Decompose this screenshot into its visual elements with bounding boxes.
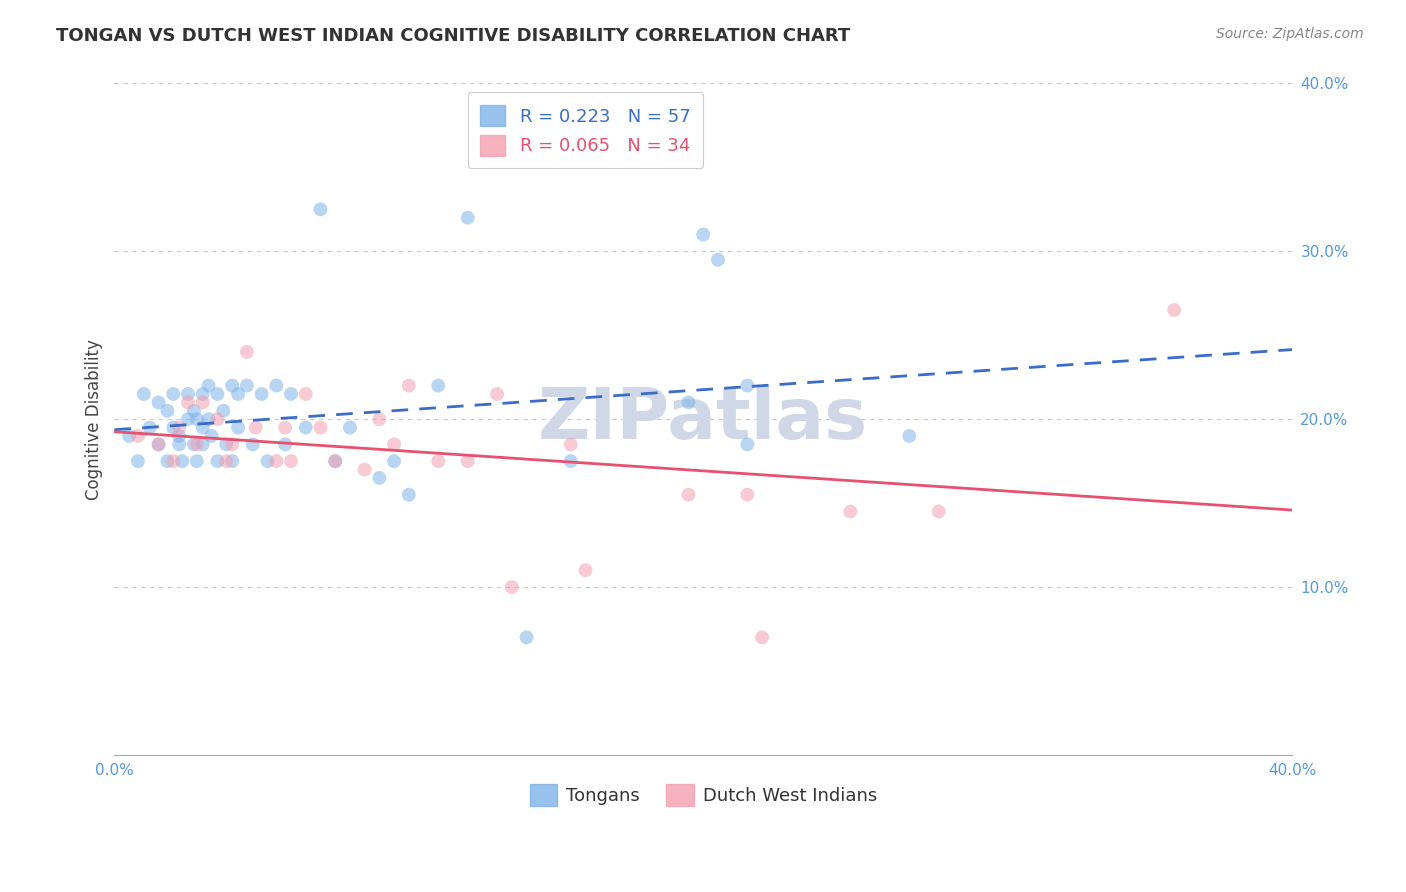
Point — [207, 387, 229, 401]
Point — [118, 429, 141, 443]
Point — [560, 437, 582, 451]
Point — [266, 454, 288, 468]
Point — [226, 387, 249, 401]
Point — [186, 437, 208, 451]
Point — [148, 437, 170, 451]
Point — [280, 387, 302, 401]
Point — [323, 454, 346, 468]
Point — [167, 420, 190, 434]
Point — [127, 429, 149, 443]
Y-axis label: Cognitive Disability: Cognitive Disability — [86, 339, 103, 500]
Point — [215, 454, 238, 468]
Point — [200, 429, 222, 443]
Point — [339, 420, 361, 434]
Point — [245, 420, 267, 434]
Point — [191, 437, 214, 451]
Point — [427, 378, 450, 392]
Point — [148, 395, 170, 409]
Point — [280, 454, 302, 468]
Point — [197, 412, 219, 426]
Point — [928, 504, 950, 518]
Point — [368, 471, 391, 485]
Point — [156, 454, 179, 468]
Point — [162, 387, 184, 401]
Point — [751, 631, 773, 645]
Point — [162, 420, 184, 434]
Point — [516, 631, 538, 645]
Point — [162, 454, 184, 468]
Text: TONGAN VS DUTCH WEST INDIAN COGNITIVE DISABILITY CORRELATION CHART: TONGAN VS DUTCH WEST INDIAN COGNITIVE DI… — [56, 27, 851, 45]
Point — [309, 420, 332, 434]
Point — [382, 437, 405, 451]
Point — [183, 437, 205, 451]
Point — [560, 454, 582, 468]
Point — [221, 454, 243, 468]
Point — [167, 437, 190, 451]
Point — [398, 488, 420, 502]
Point — [236, 345, 259, 359]
Point — [177, 387, 200, 401]
Point — [156, 404, 179, 418]
Point — [221, 437, 243, 451]
Point — [207, 454, 229, 468]
Point — [678, 395, 700, 409]
Point — [274, 420, 297, 434]
Point — [398, 378, 420, 392]
Point — [148, 437, 170, 451]
Legend: Tongans, Dutch West Indians: Tongans, Dutch West Indians — [522, 777, 884, 813]
Point — [678, 488, 700, 502]
Point — [207, 412, 229, 426]
Point — [215, 437, 238, 451]
Point — [353, 462, 375, 476]
Point — [486, 387, 509, 401]
Point — [457, 454, 479, 468]
Point — [692, 227, 714, 242]
Point — [737, 437, 759, 451]
Point — [132, 387, 155, 401]
Point — [191, 387, 214, 401]
Point — [242, 437, 264, 451]
Point — [167, 429, 190, 443]
Point — [191, 395, 214, 409]
Point — [266, 378, 288, 392]
Point — [368, 412, 391, 426]
Point — [212, 404, 235, 418]
Point — [294, 387, 316, 401]
Point — [898, 429, 921, 443]
Point — [574, 563, 596, 577]
Point — [183, 404, 205, 418]
Point — [186, 412, 208, 426]
Point — [309, 202, 332, 217]
Point — [457, 211, 479, 225]
Text: ZIPatlas: ZIPatlas — [538, 384, 869, 454]
Point — [274, 437, 297, 451]
Point — [186, 454, 208, 468]
Point — [256, 454, 278, 468]
Point — [323, 454, 346, 468]
Point — [226, 420, 249, 434]
Point — [737, 488, 759, 502]
Point — [127, 454, 149, 468]
Point — [177, 395, 200, 409]
Point — [236, 378, 259, 392]
Point — [177, 412, 200, 426]
Text: Source: ZipAtlas.com: Source: ZipAtlas.com — [1216, 27, 1364, 41]
Point — [197, 378, 219, 392]
Point — [501, 580, 523, 594]
Point — [737, 378, 759, 392]
Point — [707, 252, 730, 267]
Point — [839, 504, 862, 518]
Point — [172, 454, 194, 468]
Point — [294, 420, 316, 434]
Point — [1163, 303, 1185, 318]
Point — [191, 420, 214, 434]
Point — [250, 387, 273, 401]
Point — [221, 378, 243, 392]
Point — [427, 454, 450, 468]
Point — [382, 454, 405, 468]
Point — [138, 420, 160, 434]
